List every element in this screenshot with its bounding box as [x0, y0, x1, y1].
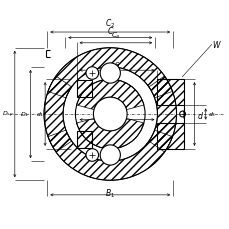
Circle shape [93, 98, 127, 131]
Text: $C$: $C$ [106, 25, 113, 36]
Circle shape [100, 145, 120, 165]
Text: $d_3$: $d_3$ [207, 110, 216, 119]
Text: $d_1$: $d_1$ [35, 110, 44, 119]
Circle shape [100, 64, 120, 84]
Text: $D_{sp}$: $D_{sp}$ [2, 109, 14, 120]
Text: $B_1$: $B_1$ [105, 187, 115, 199]
Text: $W$: $W$ [212, 38, 221, 49]
Circle shape [86, 67, 98, 80]
Text: $C_a$: $C_a$ [111, 31, 120, 41]
Text: $d$: $d$ [196, 109, 203, 120]
Text: $S$: $S$ [113, 60, 120, 69]
Text: $C_2$: $C_2$ [105, 18, 115, 30]
Text: $B$: $B$ [113, 109, 120, 119]
Text: $D_1$: $D_1$ [20, 110, 29, 119]
Circle shape [86, 149, 98, 162]
